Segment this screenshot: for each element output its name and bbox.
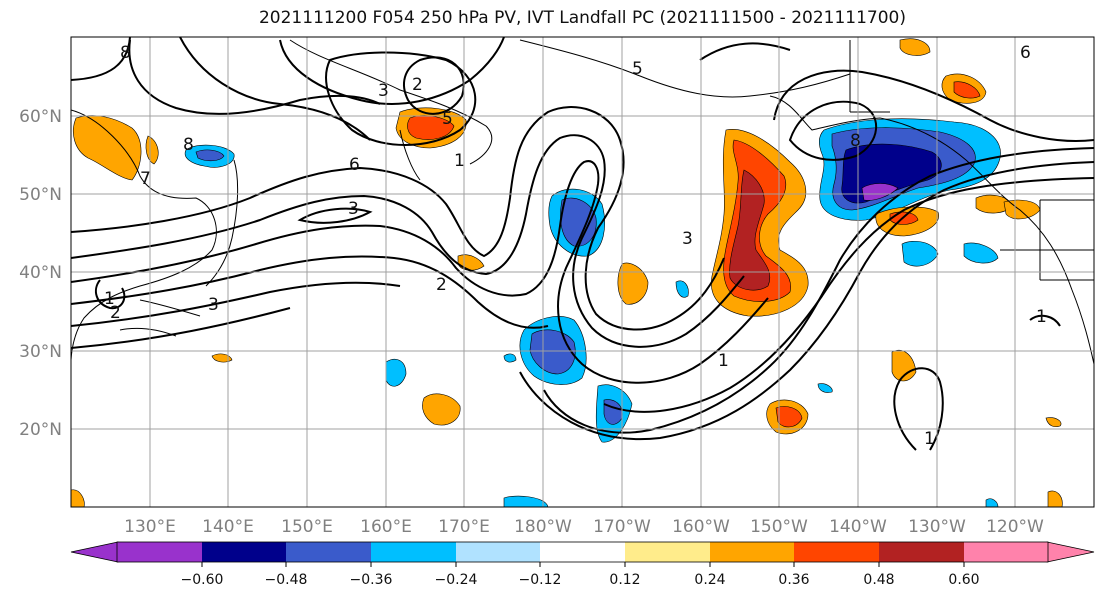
contour-label: 3 [348, 199, 359, 219]
positive-anomaly-subtropical [422, 393, 461, 426]
contour-label: 5 [632, 59, 643, 79]
colorbar-seg [286, 542, 372, 562]
contour-label: 8 [120, 43, 131, 63]
lon-label-150w: 150°W [750, 517, 808, 537]
contour-label: 2 [412, 75, 423, 95]
lon-label-140w: 140°W [829, 517, 887, 537]
longitude-labels: 130°E 140°E 150°E 160°E 170°E 180°W 170°… [124, 517, 1044, 537]
colorbar-seg [879, 542, 965, 562]
contour-label: 5 [442, 109, 453, 129]
colorbar-tick-label: −0.36 [350, 572, 393, 588]
lat-label-20: 20°N [19, 420, 62, 440]
contour-label: 6 [1020, 43, 1031, 63]
contour-label: 8 [183, 135, 194, 155]
contour-label: 1 [104, 289, 115, 309]
pv-contours [71, 37, 1094, 451]
contour-label: 6 [349, 155, 360, 175]
map-frame [70, 36, 1095, 508]
contour-label: 3 [208, 295, 219, 315]
map-title: 2021111200 F054 250 hPa PV, IVT Landfall… [258, 8, 906, 28]
colorbar-tick-label: −0.48 [265, 572, 308, 588]
contour-label: 1 [454, 151, 465, 171]
lat-label-40: 40°N [19, 263, 62, 283]
contour-label: 1 [718, 351, 729, 371]
map-panel: 8 8 3 2 5 6 7 3 2 1 2 3 5 3 8 1 1 6 1 1 [71, 37, 1094, 507]
contour-labels: 8 8 3 2 5 6 7 3 2 1 2 3 5 3 8 1 1 6 1 1 [104, 43, 1047, 449]
colorbar-tick-label: −0.60 [181, 572, 224, 588]
lon-label-160w: 160°W [672, 517, 730, 537]
colorbar-tick-label: 0.60 [948, 572, 979, 588]
colorbar-seg [794, 542, 880, 562]
contour-label: 8 [850, 131, 861, 151]
contour-label: 1 [924, 429, 935, 449]
contour-label: 1 [1036, 307, 1047, 327]
colorbar-min-extend [70, 541, 119, 563]
colorbar-max-extend [1046, 541, 1095, 563]
lon-label-130e: 130°E [124, 517, 176, 537]
lat-label-60: 60°N [19, 107, 62, 127]
colorbar-tick-label: −0.12 [519, 572, 562, 588]
colorbar-ticks [201, 562, 965, 567]
colorbar-seg [456, 542, 541, 562]
lon-label-150e: 150°E [281, 517, 333, 537]
lon-label-130w: 130°W [908, 517, 966, 537]
colorbar-seg [371, 542, 457, 562]
colorbar: −0.60 −0.48 −0.36 −0.24 −0.12 0.12 0.24 … [70, 541, 1095, 588]
colorbar-tick-label: −0.24 [435, 572, 478, 588]
lon-label-180w: 180°W [514, 517, 572, 537]
contour-label: 7 [140, 169, 151, 189]
lon-label-170w: 170°W [593, 517, 651, 537]
colorbar-seg [117, 542, 203, 562]
colorbar-seg [710, 542, 795, 562]
shaded-fields [71, 38, 1063, 507]
colorbar-seg [964, 542, 1048, 562]
contour-label: 3 [378, 81, 389, 101]
lat-label-50: 50°N [19, 185, 62, 205]
lon-label-160e: 160°E [360, 517, 412, 537]
colorbar-seg [625, 542, 711, 562]
colorbar-tick-label: 0.36 [778, 572, 809, 588]
lon-label-170e: 170°E [438, 517, 490, 537]
contour-label: 2 [436, 275, 447, 295]
contour-label: 3 [682, 229, 693, 249]
colorbar-tick-label: 0.12 [609, 572, 640, 588]
graticule [71, 37, 1094, 507]
colorbar-tick-label: 0.48 [863, 572, 894, 588]
lat-label-30: 30°N [19, 342, 62, 362]
lon-label-120w: 120°W [986, 517, 1044, 537]
lon-label-140e: 140°E [202, 517, 254, 537]
latitude-labels: 60°N 50°N 40°N 30°N 20°N [19, 107, 62, 440]
colorbar-seg [202, 542, 287, 562]
positive-anomaly-asia [73, 115, 142, 181]
colorbar-seg [540, 542, 626, 562]
colorbar-tick-label: 0.24 [694, 572, 725, 588]
contour-label: 2 [110, 303, 121, 323]
